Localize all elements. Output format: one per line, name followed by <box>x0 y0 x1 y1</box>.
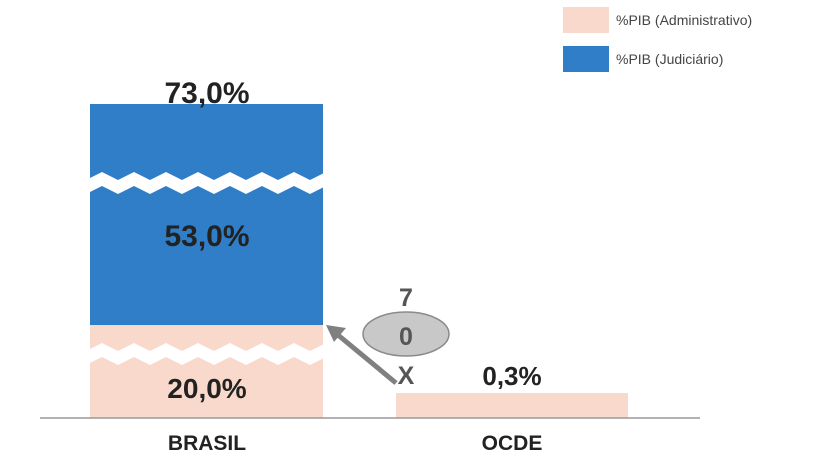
data-label-ocde-administrativo: 0,3% <box>482 361 541 391</box>
data-label-brasil-judiciario: 53,0% <box>164 220 249 253</box>
annotation-bottom-text: X <box>398 362 415 390</box>
annotation-ellipse <box>362 311 450 357</box>
axis-break-administrativo <box>86 343 326 365</box>
ratio-annotation: 7 0 X <box>326 284 450 390</box>
bar-ocde-administrativo <box>396 393 628 418</box>
annotation-middle-text: 0 <box>399 323 413 351</box>
tick-label-brasil: BRASIL <box>168 432 246 455</box>
annotation-arrow-head <box>326 325 346 342</box>
annotation-arrow-line <box>336 333 398 385</box>
axis-break-judiciario <box>86 172 326 194</box>
legend-label-administrativo: %PIB (Administrativo) <box>616 12 752 28</box>
legend: %PIB (Administrativo) %PIB (Judiciário) <box>563 7 752 72</box>
data-label-brasil-administrativo: 20,0% <box>167 373 246 404</box>
bar-brasil-administrativo <box>90 325 323 418</box>
bar-group-brasil <box>86 104 326 418</box>
legend-swatch-judiciario <box>563 46 609 72</box>
legend-label-judiciario: %PIB (Judiciário) <box>616 51 723 67</box>
legend-swatch-administrativo <box>563 7 609 33</box>
tick-label-ocde: OCDE <box>482 432 543 455</box>
annotation-top-text: 7 <box>399 284 413 312</box>
bar-brasil-judiciario <box>90 104 323 325</box>
data-label-brasil-total: 73,0% <box>164 77 249 110</box>
